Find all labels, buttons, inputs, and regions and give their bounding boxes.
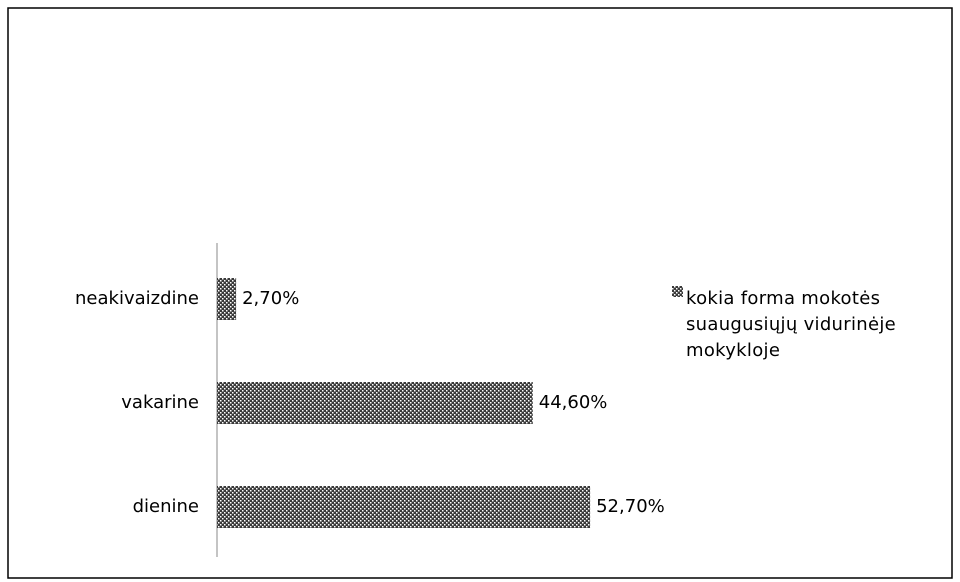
data-label: 52,70%	[596, 496, 665, 517]
chart-border	[7, 7, 953, 579]
y-tick-label: dienine	[133, 496, 199, 517]
bar	[217, 486, 591, 528]
data-label: 44,60%	[539, 392, 608, 413]
legend-label: kokia forma mokotės suaugusiųjų vidurinė…	[686, 288, 897, 361]
y-tick-label: neakivaizdine	[75, 288, 199, 309]
y-tick-label: vakarine	[121, 392, 199, 413]
legend-marker	[672, 286, 683, 297]
data-label: 2,70%	[242, 288, 299, 309]
bar	[217, 382, 533, 424]
bar	[217, 278, 237, 320]
